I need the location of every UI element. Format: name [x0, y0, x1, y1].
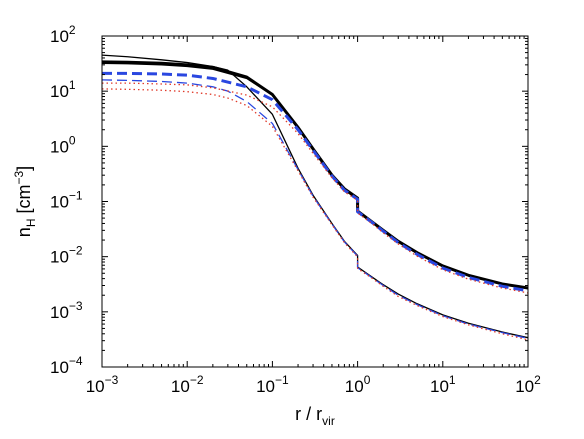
y-tick-label-1: 10−3 [50, 299, 83, 322]
y-axis-label-unit-close: ] [14, 166, 34, 171]
y-axis-label-sub: H [24, 219, 38, 228]
x-axis-label: r / rvir [295, 404, 335, 428]
series-line-7 [101, 88, 529, 341]
x-tick-label-4: 101 [430, 373, 456, 396]
y-tick-label-0: 10−4 [50, 354, 83, 377]
y-axis-label-sup: −3 [12, 171, 26, 185]
y-tick-label-5: 101 [50, 78, 76, 101]
ticks-layer [101, 35, 529, 368]
y-tick-label-4: 100 [50, 133, 76, 156]
y-axis-label: nH [cm−3] [12, 166, 38, 237]
y-tick-label-2: 10−2 [50, 244, 83, 267]
y-tick-label-3: 10−1 [50, 189, 83, 212]
series-line-5 [101, 79, 529, 340]
x-axis-label-main: r / r [295, 404, 322, 424]
x-tick-label-0: 10−3 [86, 373, 119, 396]
x-axis-label-sub: vir [322, 414, 335, 428]
x-tick-label-1: 10−2 [171, 373, 204, 396]
x-tick-label-5: 102 [515, 373, 541, 396]
y-tick-label-6: 102 [50, 23, 76, 46]
series-line-4 [102, 71, 529, 293]
tick-labels-layer: 10−3 10−2 10−1 100 101 10210−410−310−210−1100… [50, 23, 541, 396]
y-axis-label-unit-open: [cm [14, 185, 34, 219]
x-tick-label-2: 10−1 [256, 373, 289, 396]
x-tick-label-3: 100 [345, 373, 371, 396]
series-layer [101, 54, 529, 341]
y-axis-label-main: n [14, 227, 34, 237]
